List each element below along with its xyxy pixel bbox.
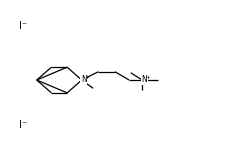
Text: N: N <box>81 75 87 84</box>
Text: I⁻: I⁻ <box>19 120 27 130</box>
Text: +: + <box>85 75 89 80</box>
Text: N: N <box>141 75 147 84</box>
Text: +: + <box>145 75 150 80</box>
Text: I⁻: I⁻ <box>19 21 27 31</box>
